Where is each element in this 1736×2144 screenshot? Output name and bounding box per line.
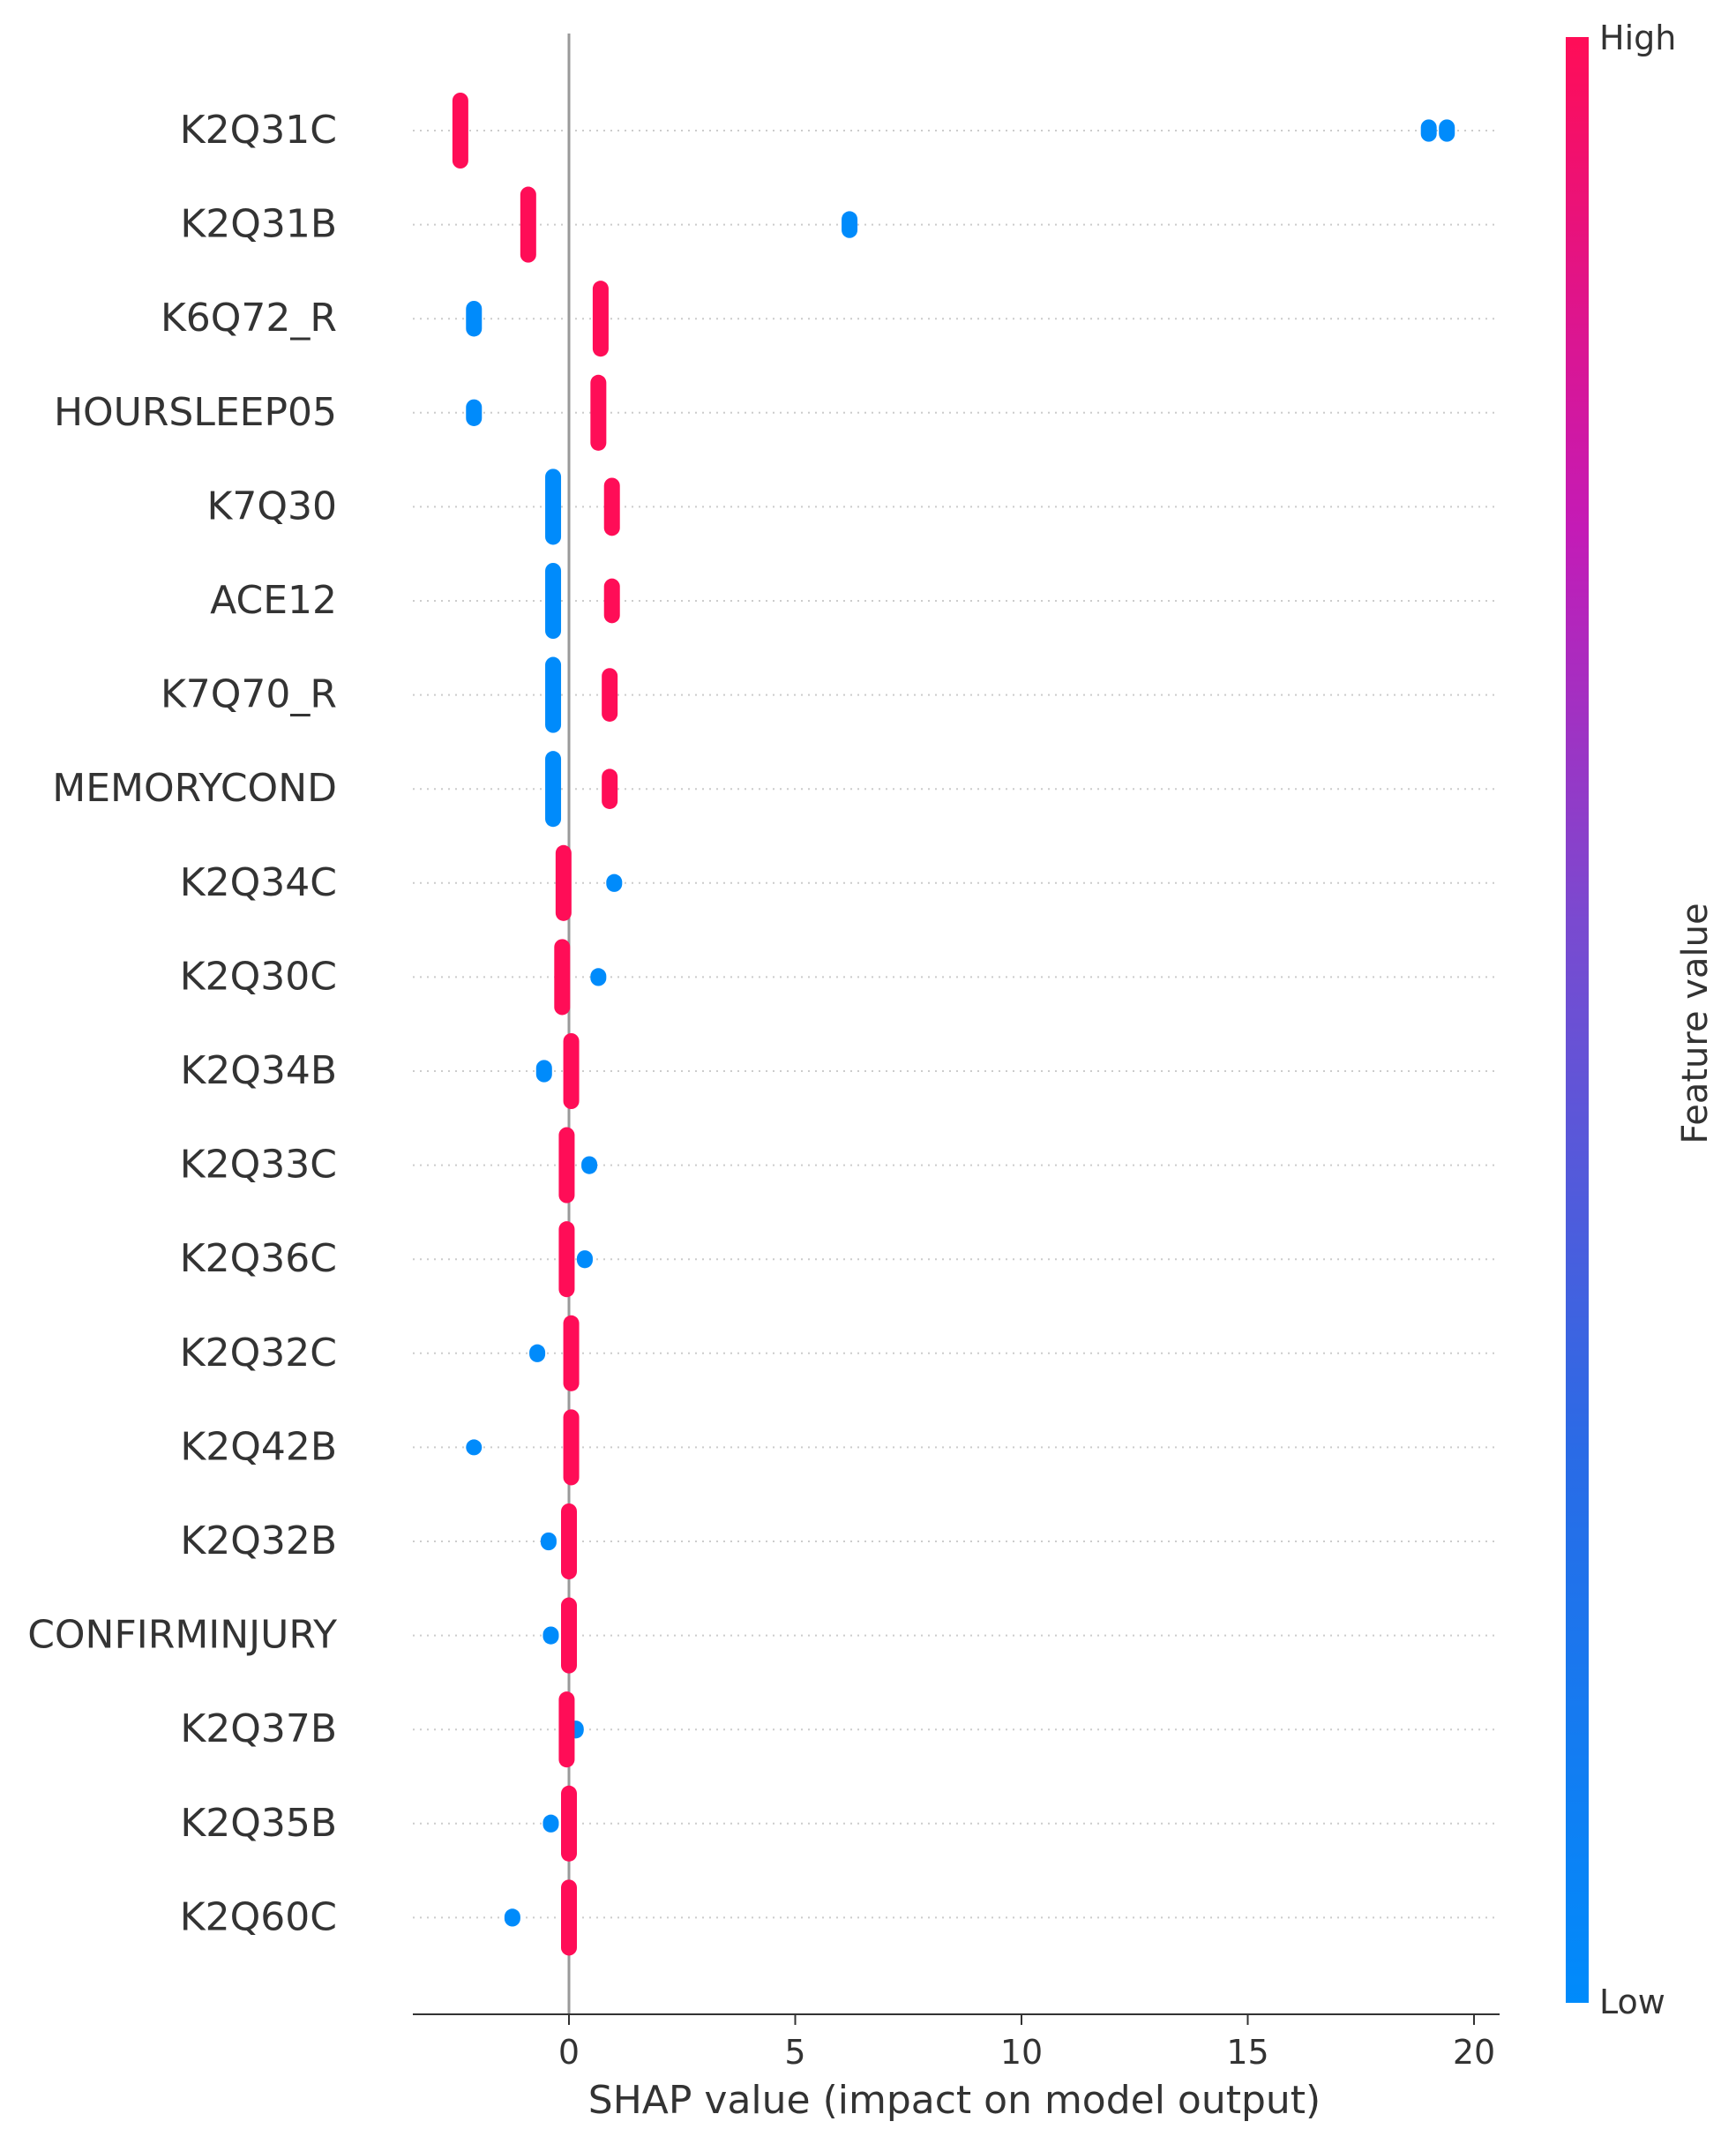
feature-label: HOURSLEEP05 bbox=[54, 390, 337, 435]
data-point bbox=[561, 1503, 577, 1580]
data-point bbox=[535, 1060, 552, 1083]
x-tick-label: 20 bbox=[1453, 2033, 1495, 2072]
feature-guides bbox=[413, 130, 1500, 1919]
x-axis: 0 5 10 15 20 bbox=[413, 2013, 1500, 2072]
data-point bbox=[561, 1879, 577, 1956]
data-point bbox=[576, 1250, 593, 1269]
feature-label: K2Q37B bbox=[180, 1706, 337, 1751]
feature-label: K2Q34C bbox=[180, 860, 337, 905]
data-point bbox=[603, 477, 620, 536]
feature-label: K2Q30C bbox=[180, 954, 337, 999]
colorbar-title: Feature value bbox=[1675, 903, 1716, 1143]
data-point bbox=[590, 968, 607, 986]
data-point bbox=[590, 374, 607, 451]
data-point bbox=[466, 1439, 483, 1456]
data-point bbox=[602, 668, 618, 722]
data-point bbox=[561, 1785, 577, 1862]
x-tick-label: 0 bbox=[558, 2033, 580, 2072]
feature-label: K2Q31C bbox=[180, 108, 337, 153]
feature-label: K2Q35B bbox=[180, 1801, 337, 1846]
data-point bbox=[545, 562, 562, 640]
data-point bbox=[504, 1908, 520, 1927]
feature-label: K2Q60C bbox=[180, 1894, 337, 1939]
x-tick-label: 5 bbox=[784, 2033, 805, 2072]
data-point bbox=[561, 1597, 577, 1674]
data-point bbox=[452, 92, 468, 169]
feature-labels: K2Q31C K2Q31B K6Q72_R HOURSLEEP05 K7Q30 ACE12… bbox=[27, 108, 337, 1939]
feature-label: K7Q30 bbox=[207, 484, 337, 529]
feature-label: MEMORYCOND bbox=[52, 766, 337, 811]
x-axis-label: SHAP value (impact on model output) bbox=[588, 2078, 1321, 2123]
colorbar-low-label: Low bbox=[1599, 1983, 1665, 2021]
data-point bbox=[558, 1127, 575, 1203]
colorbar-gradient bbox=[1566, 37, 1589, 2003]
data-points bbox=[452, 92, 1455, 1956]
colorbar: High Low Feature value bbox=[1566, 19, 1716, 2021]
feature-label: K2Q42B bbox=[180, 1424, 337, 1469]
data-point bbox=[581, 1156, 598, 1174]
data-point bbox=[592, 281, 609, 357]
data-point bbox=[540, 1532, 557, 1551]
feature-label: CONFIRMINJURY bbox=[27, 1613, 337, 1658]
data-point bbox=[558, 1691, 575, 1768]
feature-label: K2Q32C bbox=[180, 1331, 337, 1376]
feature-label: K6Q72_R bbox=[161, 296, 337, 341]
x-tick-label: 15 bbox=[1226, 2033, 1268, 2072]
feature-label: K2Q32B bbox=[180, 1518, 337, 1563]
feature-label: K2Q31B bbox=[180, 202, 337, 247]
data-point bbox=[545, 751, 562, 828]
data-point bbox=[563, 1032, 580, 1110]
feature-label: K2Q34B bbox=[180, 1048, 337, 1093]
feature-label: K2Q36C bbox=[180, 1236, 337, 1281]
data-point bbox=[529, 1344, 546, 1362]
data-point bbox=[603, 578, 620, 624]
feature-label: ACE12 bbox=[210, 578, 337, 623]
data-point bbox=[1420, 119, 1437, 142]
data-point bbox=[542, 1626, 559, 1645]
data-point bbox=[545, 656, 562, 733]
feature-label: K2Q33C bbox=[180, 1143, 337, 1188]
data-point bbox=[563, 1409, 580, 1486]
data-point bbox=[542, 1814, 559, 1833]
data-point bbox=[466, 300, 483, 337]
data-point bbox=[545, 469, 562, 545]
feature-label: K7Q70_R bbox=[161, 672, 337, 717]
data-point bbox=[563, 1315, 580, 1391]
data-point bbox=[520, 186, 536, 263]
data-point bbox=[842, 211, 858, 238]
data-point bbox=[558, 1221, 575, 1298]
data-point bbox=[602, 768, 618, 809]
data-point bbox=[554, 939, 571, 1016]
data-point bbox=[466, 399, 483, 426]
colorbar-high-label: High bbox=[1599, 19, 1676, 57]
x-tick-label: 10 bbox=[1000, 2033, 1043, 2072]
data-point bbox=[555, 844, 572, 921]
data-point bbox=[1439, 119, 1455, 142]
data-point bbox=[606, 873, 623, 892]
